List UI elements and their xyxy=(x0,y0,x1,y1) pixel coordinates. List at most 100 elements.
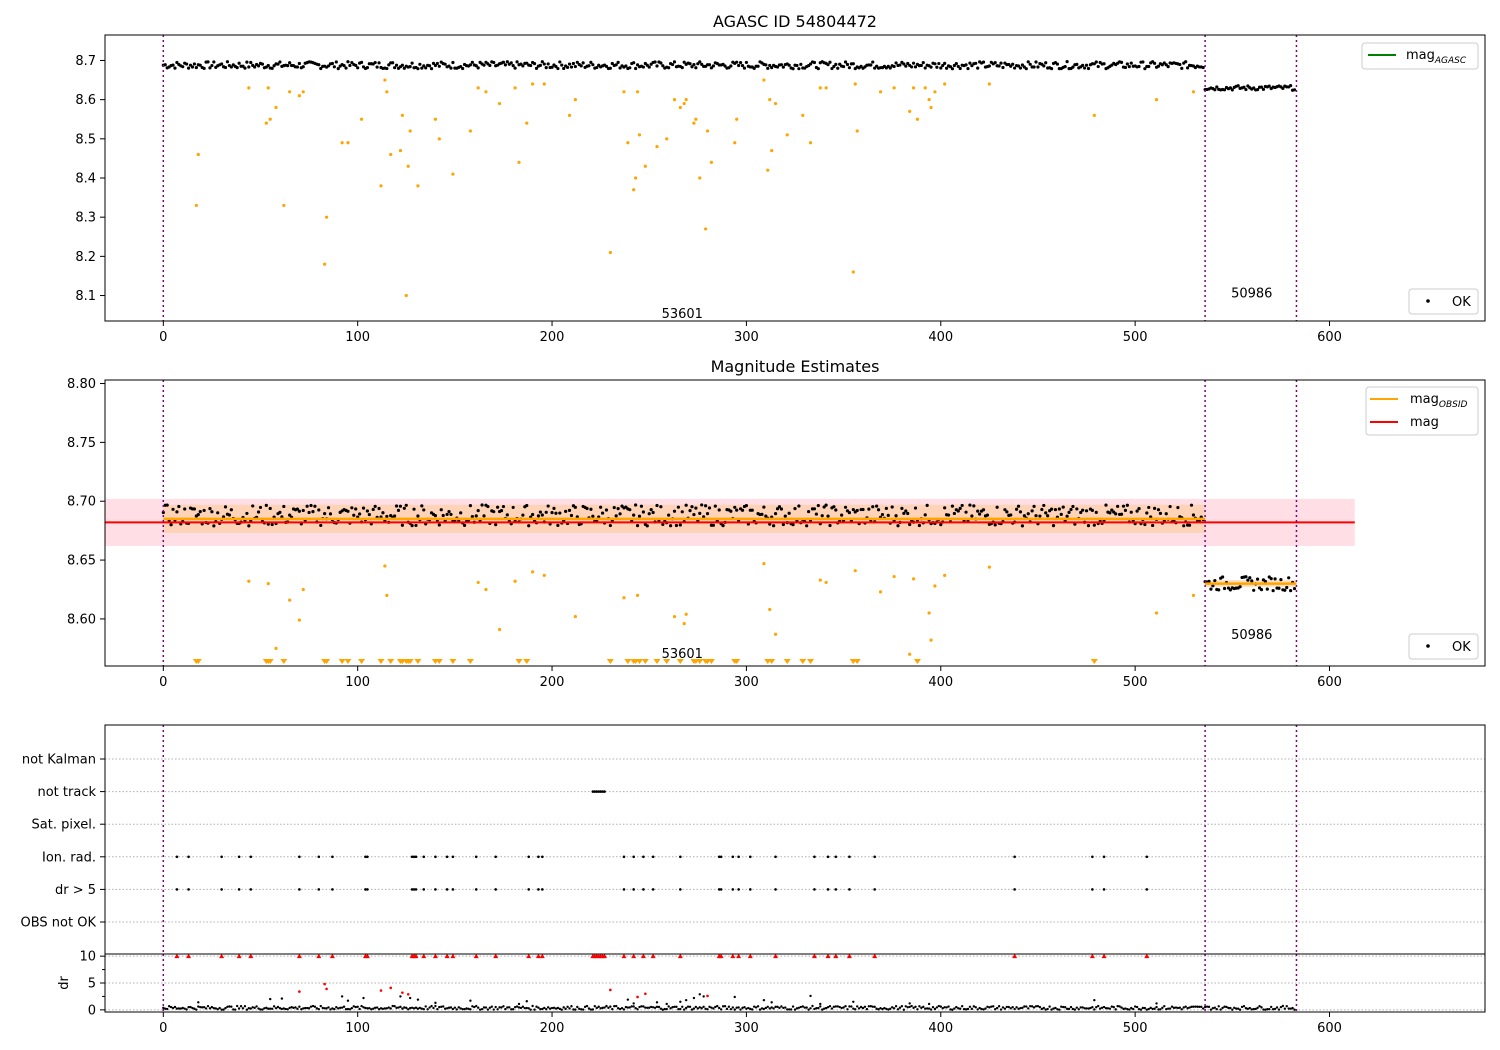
ok-point xyxy=(711,523,715,527)
ok-point xyxy=(462,523,467,527)
dr-ok-point xyxy=(360,1004,363,1008)
dr-ok-point xyxy=(189,1005,192,1009)
dr-clipped-marker xyxy=(473,953,479,959)
ok-point xyxy=(1271,589,1275,593)
flagged-point xyxy=(573,614,577,619)
dr-ok-point xyxy=(405,1006,408,1010)
dr-ok-point xyxy=(195,1008,198,1011)
ok-point xyxy=(571,61,576,66)
ok-point xyxy=(688,509,692,513)
dr-ok-point xyxy=(247,1006,251,1010)
flagged-point xyxy=(818,578,822,582)
dr-ok-point xyxy=(517,1006,521,1009)
ok-point xyxy=(875,504,879,508)
ok-point xyxy=(1207,579,1211,583)
ok-point xyxy=(443,62,447,66)
flag-point xyxy=(774,888,777,891)
ok-point xyxy=(358,512,362,516)
ok-point xyxy=(1009,513,1013,517)
flagged-point xyxy=(268,117,272,121)
ok-point xyxy=(579,64,583,68)
dr-ok-point xyxy=(412,1007,416,1010)
dr-clipped-marker xyxy=(773,953,779,959)
dr-ok-point xyxy=(267,1007,270,1010)
x-tick-label: 100 xyxy=(345,330,370,345)
dr-ok-point xyxy=(1260,1006,1263,1009)
flagged-point xyxy=(497,627,502,632)
ok-point xyxy=(1189,503,1194,507)
flagged-point xyxy=(801,113,805,117)
flagged-point xyxy=(933,584,937,588)
dr-ok-point xyxy=(1089,1006,1092,1010)
ok-point xyxy=(941,63,945,68)
dr-ok-point xyxy=(770,1006,773,1009)
ok-point xyxy=(445,512,449,517)
dr-ok-point xyxy=(1058,1008,1061,1011)
ok-point xyxy=(323,512,327,516)
dr-ok-point xyxy=(861,1006,865,1010)
dr-ok-point xyxy=(1291,1006,1294,1010)
ok-point xyxy=(834,62,838,66)
dr-ok-point xyxy=(389,1007,392,1010)
flagged-point xyxy=(927,98,931,102)
dr-ok-point xyxy=(230,1005,233,1008)
ok-point xyxy=(223,65,228,70)
below-range-marker xyxy=(466,659,474,664)
ok-point xyxy=(1119,60,1124,64)
ok-point xyxy=(560,63,564,67)
dr-point xyxy=(434,1001,437,1005)
dr-ok-point xyxy=(1248,1006,1252,1010)
dr-ok-point xyxy=(543,1006,546,1010)
ok-point xyxy=(225,60,230,64)
dr-ok-point xyxy=(630,1005,633,1008)
flag-point xyxy=(527,855,531,859)
ok-point xyxy=(295,65,300,69)
ok-point xyxy=(278,60,282,64)
dr-ok-point xyxy=(449,1006,453,1009)
dr-ok-point xyxy=(381,1007,385,1010)
ok-point xyxy=(766,66,770,70)
ok-point xyxy=(1071,504,1075,509)
ok-point xyxy=(361,506,366,510)
dr-flagged-point xyxy=(298,990,301,993)
ok-point xyxy=(196,512,200,517)
below-range-marker xyxy=(414,659,422,664)
dr-point xyxy=(626,998,630,1001)
dr-ok-point xyxy=(601,1006,604,1010)
flagged-point xyxy=(288,598,292,602)
ok-point xyxy=(976,509,980,513)
dr-ok-point xyxy=(1093,1008,1096,1011)
dr-clipped-marker xyxy=(621,953,627,959)
ok-point xyxy=(667,513,671,517)
ok-point xyxy=(429,67,434,71)
dr-ok-point xyxy=(665,1007,668,1011)
dr-ok-point xyxy=(737,1006,740,1009)
x-tick-label: 0 xyxy=(159,675,167,690)
ok-point xyxy=(1020,63,1025,67)
dr-ok-point xyxy=(902,1008,906,1011)
flagged-point xyxy=(665,137,669,141)
dr-clipped-marker xyxy=(329,953,335,959)
ok-point xyxy=(377,61,381,65)
flag-point xyxy=(622,888,626,891)
ok-point xyxy=(948,65,953,69)
dr-ok-point xyxy=(383,1007,387,1010)
ok-point xyxy=(1187,523,1192,527)
dr-point xyxy=(408,996,412,1000)
ok-point xyxy=(1053,507,1058,512)
dr-ok-point xyxy=(1215,1007,1218,1011)
ok-point xyxy=(573,64,577,69)
dr-ok-point xyxy=(200,1006,204,1009)
flag-point xyxy=(597,790,600,793)
dr-ok-point xyxy=(1038,1005,1042,1009)
flagged-point xyxy=(682,622,686,626)
ok-point xyxy=(286,63,290,68)
dr-ok-point xyxy=(305,1006,309,1010)
ok-point xyxy=(334,60,338,64)
dr-ok-point xyxy=(476,1006,480,1009)
ok-point xyxy=(1217,588,1221,592)
ok-point xyxy=(1236,84,1240,88)
dr-ok-point xyxy=(941,1006,944,1010)
ok-point xyxy=(398,504,403,508)
